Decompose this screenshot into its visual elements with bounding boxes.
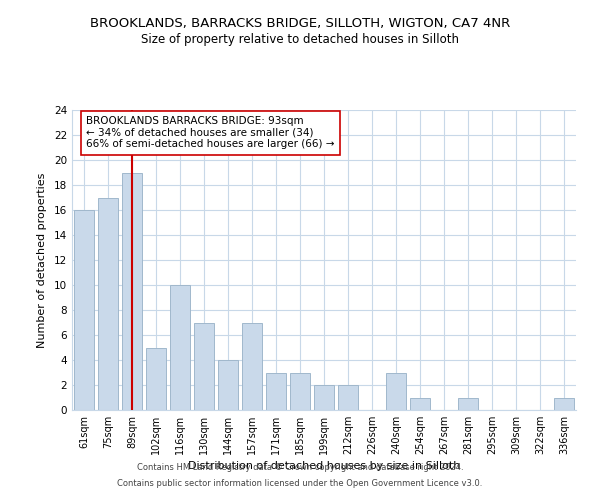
Bar <box>410 398 430 410</box>
Text: Contains HM Land Registry data © Crown copyright and database right 2024.: Contains HM Land Registry data © Crown c… <box>137 464 463 472</box>
Text: Size of property relative to detached houses in Silloth: Size of property relative to detached ho… <box>141 32 459 46</box>
Text: BROOKLANDS BARRACKS BRIDGE: 93sqm
← 34% of detached houses are smaller (34)
66% : BROOKLANDS BARRACKS BRIDGE: 93sqm ← 34% … <box>86 116 335 150</box>
Bar <box>98 198 118 410</box>
Bar <box>554 398 574 410</box>
Bar <box>386 372 406 410</box>
Bar <box>290 372 310 410</box>
Text: Contains public sector information licensed under the Open Government Licence v3: Contains public sector information licen… <box>118 478 482 488</box>
Bar <box>458 398 478 410</box>
Bar <box>218 360 238 410</box>
Bar <box>194 322 214 410</box>
Bar <box>242 322 262 410</box>
X-axis label: Distribution of detached houses by size in Silloth: Distribution of detached houses by size … <box>188 461 460 471</box>
Bar <box>74 210 94 410</box>
Bar <box>338 385 358 410</box>
Bar <box>146 348 166 410</box>
Y-axis label: Number of detached properties: Number of detached properties <box>37 172 47 348</box>
Bar <box>314 385 334 410</box>
Bar <box>170 285 190 410</box>
Bar <box>122 172 142 410</box>
Bar <box>266 372 286 410</box>
Text: BROOKLANDS, BARRACKS BRIDGE, SILLOTH, WIGTON, CA7 4NR: BROOKLANDS, BARRACKS BRIDGE, SILLOTH, WI… <box>90 18 510 30</box>
